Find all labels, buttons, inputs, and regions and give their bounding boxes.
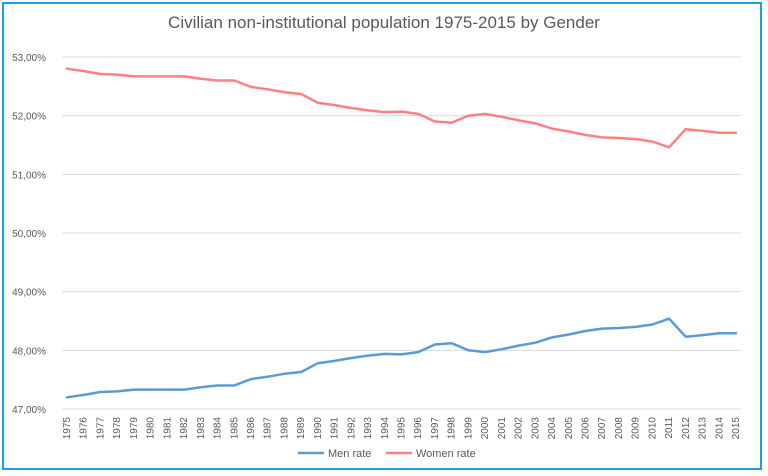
x-axis-ticks: 1975 1976 1977 1978 1979 1980 1981 1982 1983 1984… <box>62 417 742 440</box>
x-tick-label: 1996 <box>413 417 424 440</box>
x-tick-label: 1995 <box>397 417 408 440</box>
y-tick-label: 52,00% <box>12 112 46 123</box>
x-tick-label: 2014 <box>714 417 725 440</box>
series-line-women-rate <box>65 67 738 149</box>
y-tick-label: 48,00% <box>12 346 46 357</box>
x-tick-label: 1979 <box>129 417 140 440</box>
x-tick-label: 1988 <box>279 417 290 440</box>
x-tick-label: 1994 <box>380 417 391 440</box>
chart-title: Civilian non-institutional population 19… <box>168 13 600 32</box>
legend-label-women-rate: Women rate <box>416 448 476 460</box>
x-tick-label: 1986 <box>246 417 257 440</box>
x-tick-label: 2001 <box>497 417 508 440</box>
chart-frame <box>2 2 762 470</box>
x-tick-label: 1983 <box>196 417 207 440</box>
y-axis-ticks: 47,00% 48,00% 49,00% 50,00% 51,00% 52,00% 53,0… <box>12 53 46 416</box>
x-tick-label: 2009 <box>631 417 642 440</box>
x-tick-label: 2015 <box>731 417 742 440</box>
x-tick-label: 1975 <box>62 417 73 440</box>
x-tick-label: 1976 <box>79 417 90 440</box>
x-tick-label: 1991 <box>330 417 341 440</box>
x-tick-label: 1989 <box>296 417 307 440</box>
x-tick-label: 2004 <box>547 417 558 440</box>
x-tick-label: 1987 <box>263 417 274 440</box>
x-tick-label: 2005 <box>564 417 575 440</box>
x-tick-label: 1978 <box>112 417 123 440</box>
x-tick-label: 2007 <box>597 417 608 440</box>
x-tick-label: 2008 <box>614 417 625 440</box>
y-tick-label: 49,00% <box>12 288 46 299</box>
x-tick-label: 2011 <box>664 417 675 439</box>
y-tick-label: 51,00% <box>12 170 46 181</box>
x-tick-label: 1997 <box>430 417 441 440</box>
series-lines <box>65 67 738 399</box>
x-tick-label: 1984 <box>213 417 224 440</box>
legend: Men rate Women rate <box>298 448 476 460</box>
x-tick-label: 1990 <box>313 417 324 440</box>
series-line-men-rate <box>65 317 738 399</box>
x-tick-label: 2010 <box>647 417 658 440</box>
x-tick-label: 2013 <box>698 417 709 440</box>
x-tick-label: 2003 <box>530 417 541 440</box>
x-tick-label: 2002 <box>514 417 525 440</box>
x-tick-label: 1980 <box>146 417 157 440</box>
x-tick-label: 1999 <box>463 417 474 440</box>
x-tick-label: 1993 <box>363 417 374 440</box>
legend-label-men-rate: Men rate <box>328 448 371 460</box>
x-tick-label: 1982 <box>179 417 190 440</box>
x-tick-label: 1985 <box>229 417 240 440</box>
gridlines <box>62 56 741 410</box>
x-tick-label: 1981 <box>162 417 173 440</box>
y-tick-label: 47,00% <box>12 405 46 416</box>
x-tick-label: 1992 <box>346 417 357 440</box>
y-tick-label: 50,00% <box>12 229 46 240</box>
x-tick-label: 1977 <box>95 417 106 440</box>
x-tick-label: 2012 <box>681 417 692 440</box>
x-tick-label: 1998 <box>447 417 458 440</box>
x-tick-label: 2006 <box>580 417 591 440</box>
x-tick-label: 2000 <box>480 417 491 440</box>
y-tick-label: 53,00% <box>12 53 46 64</box>
